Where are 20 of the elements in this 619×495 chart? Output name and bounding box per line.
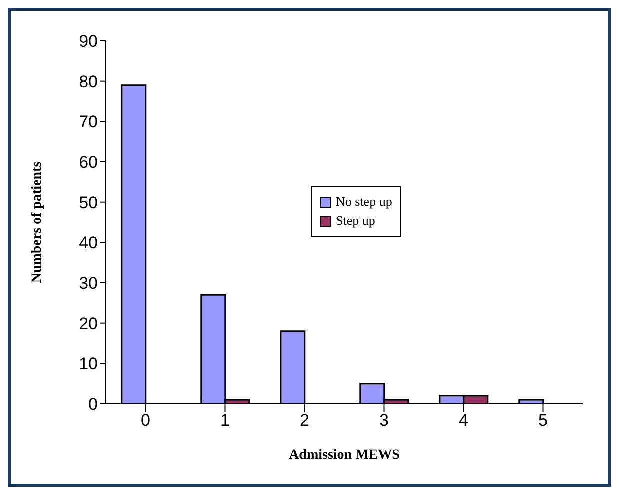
y-tick-label: 10 xyxy=(79,354,98,374)
y-tick-label: 90 xyxy=(79,32,98,52)
y-tick-label: 80 xyxy=(79,72,98,92)
y-tick-label: 0 xyxy=(88,395,98,414)
x-axis-title: Admission MEWS xyxy=(289,448,400,463)
x-tick-label: 5 xyxy=(538,411,548,430)
y-axis-title: Numbers of patients xyxy=(30,161,45,284)
x-tick-label: 0 xyxy=(141,411,150,430)
x-tick-label: 2 xyxy=(300,411,310,430)
y-tick-label: 20 xyxy=(79,314,98,334)
legend-label: Step up xyxy=(336,213,376,229)
y-tick-label: 60 xyxy=(79,153,98,172)
legend-label: No step up xyxy=(336,194,392,210)
x-tick-label: 1 xyxy=(220,411,230,430)
y-tick-label: 40 xyxy=(79,234,98,253)
y-tick-label: 50 xyxy=(79,193,98,212)
y-tick-label: 70 xyxy=(79,112,98,132)
x-tick-label: 4 xyxy=(459,411,468,430)
y-tick-label: 30 xyxy=(79,274,98,294)
x-tick-label: 3 xyxy=(380,411,389,430)
